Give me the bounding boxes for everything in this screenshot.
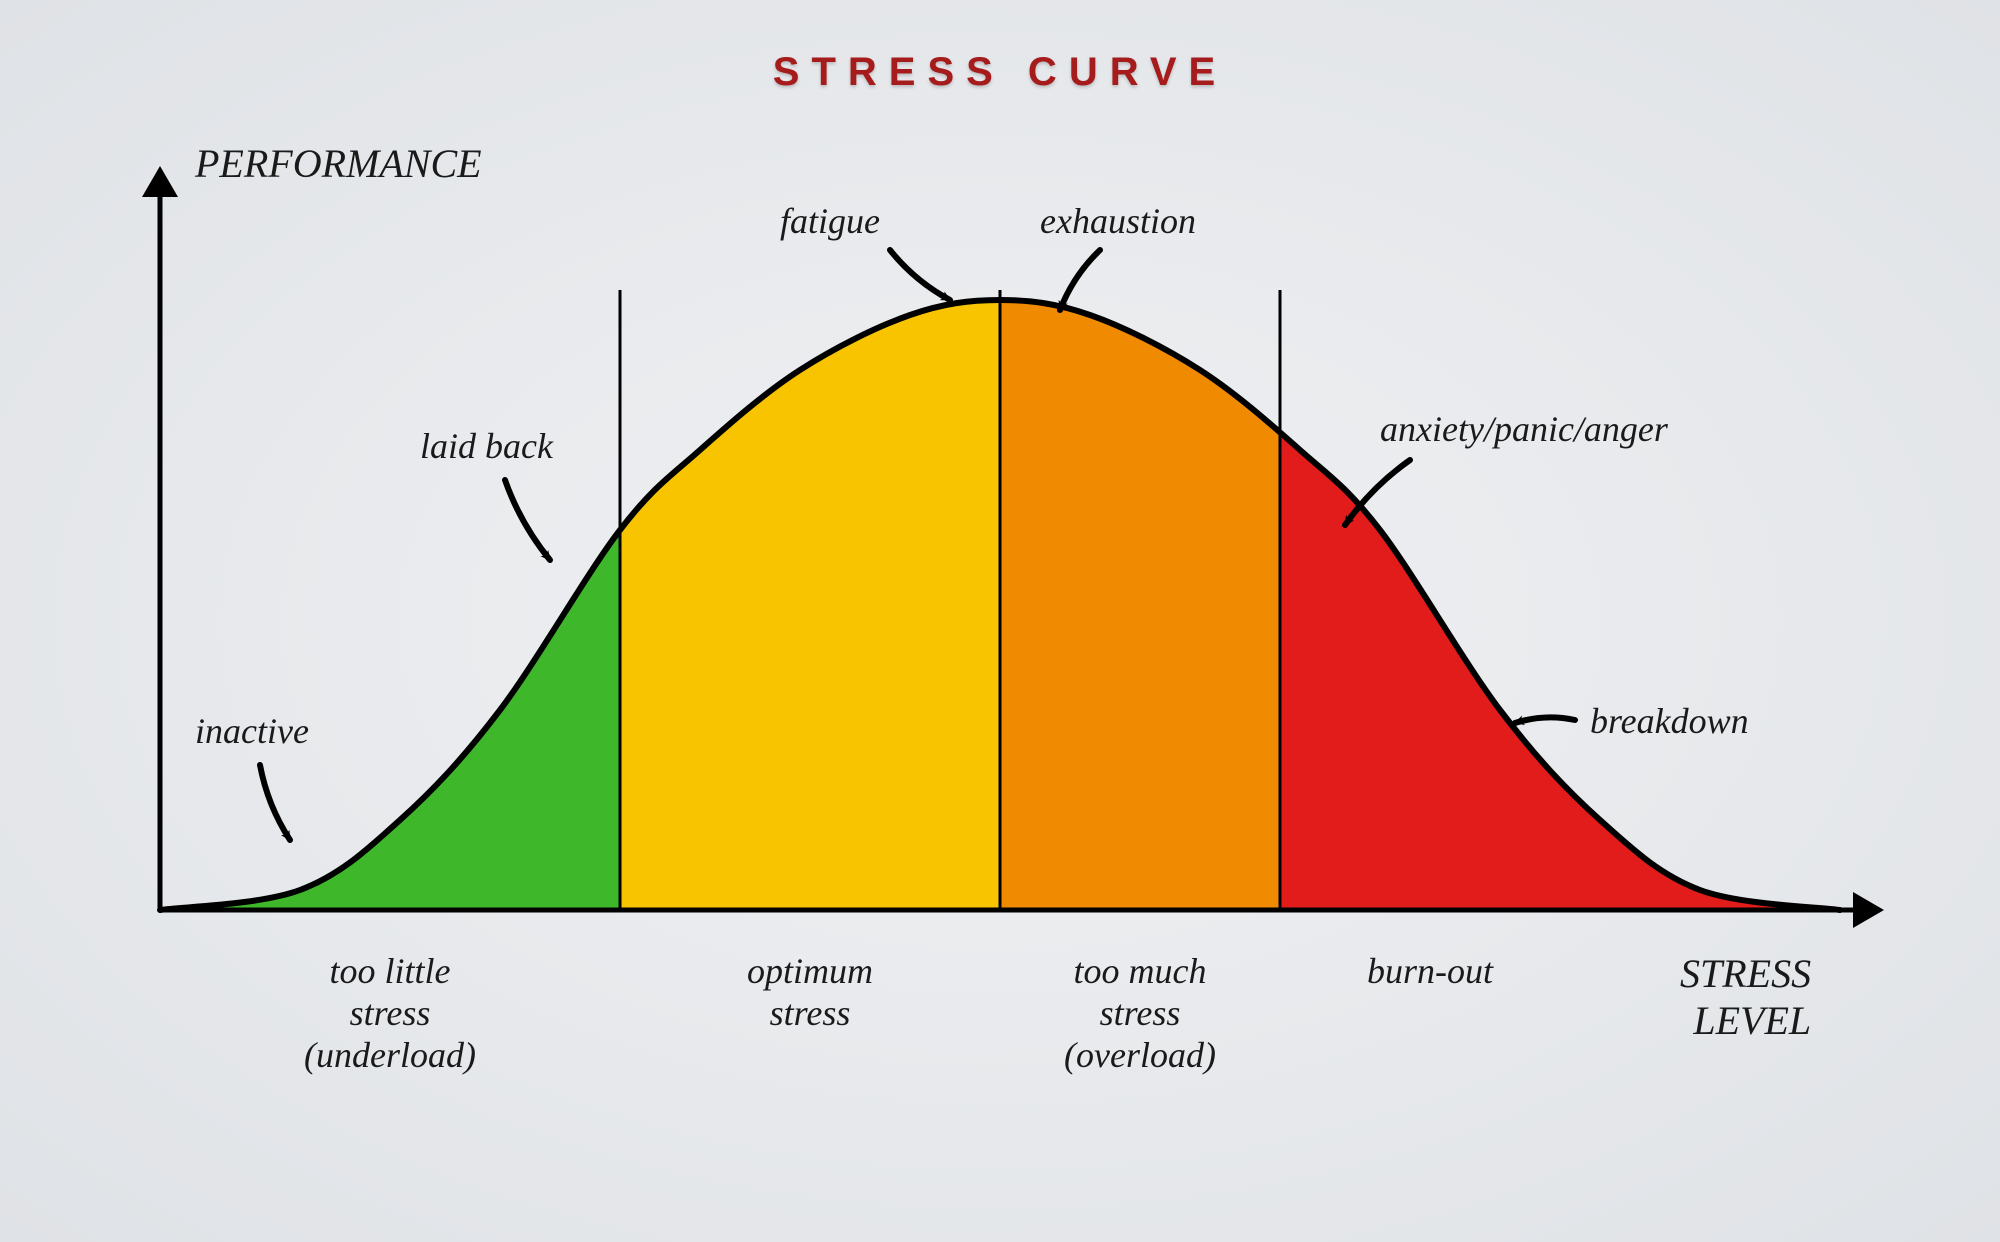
annotation-exhaustion: exhaustion [1040,200,1196,242]
annotation-inactive: inactive [195,710,309,752]
zone-label-burnout: burn-out [1310,950,1550,992]
zone-label-underload: too littlestress(underload) [270,950,510,1076]
annotation-fatigue: fatigue [780,200,880,242]
x-axis-label: STRESSLEVEL [1680,950,1811,1044]
annotation-anxiety: anxiety/panic/anger [1380,408,1668,450]
chart-title: STRESS CURVE [773,50,1227,95]
annotation-laid-back: laid back [420,425,553,467]
stress-curve-chart: PERFORMANCE STRESSLEVEL inactive laid ba… [100,150,1900,1050]
annotation-breakdown: breakdown [1590,700,1749,742]
y-axis-label: PERFORMANCE [195,140,482,187]
zone-label-optimum: optimumstress [690,950,930,1034]
zone-label-overload: too muchstress(overload) [1020,950,1260,1076]
chart-svg [100,150,1900,1050]
